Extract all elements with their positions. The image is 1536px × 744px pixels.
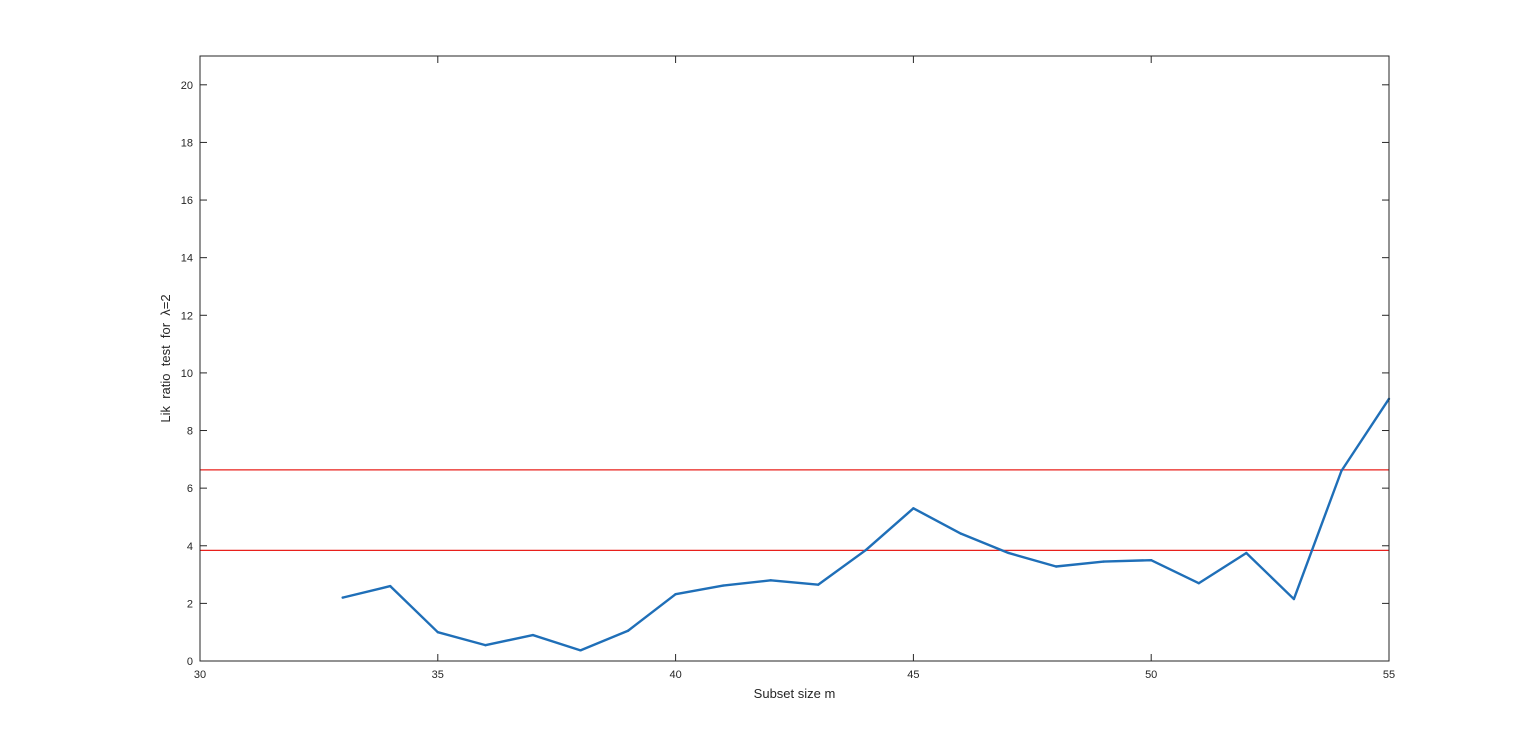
data-point xyxy=(864,548,868,552)
axes-box xyxy=(199,55,1390,662)
data-point xyxy=(389,584,392,588)
data-point xyxy=(436,630,439,634)
data-point xyxy=(484,643,487,647)
data-point xyxy=(1102,560,1105,563)
data-point xyxy=(1150,558,1153,562)
x-tick-label: 55 xyxy=(1383,669,1395,681)
x-tick-label: 50 xyxy=(1145,669,1157,681)
data-point xyxy=(1197,582,1200,585)
data-point xyxy=(959,532,963,535)
data-point xyxy=(1054,565,1058,568)
y-tick-label: 18 xyxy=(181,137,193,149)
data-point xyxy=(674,592,677,596)
data-point xyxy=(626,629,630,632)
series-layer xyxy=(341,397,1391,652)
series-line-0 xyxy=(342,398,1391,652)
y-tick-label: 14 xyxy=(181,253,193,265)
y-tick-label: 6 xyxy=(187,483,193,495)
data-point xyxy=(769,579,772,582)
y-axis-label: Lik ratio test for λ=2 xyxy=(158,294,173,422)
x-axis-label: Subset size m xyxy=(754,686,836,701)
data-point xyxy=(1007,551,1010,555)
data-point xyxy=(1340,469,1343,473)
reference-lines xyxy=(200,469,1389,551)
data-point xyxy=(817,583,820,586)
y-axis: 0 2 4 6 8 10 12 14 16 18 20 xyxy=(181,80,1389,668)
data-point xyxy=(341,596,344,599)
x-tick-label: 35 xyxy=(432,669,444,681)
y-tick-label: 4 xyxy=(187,541,193,553)
y-tick-label: 10 xyxy=(181,368,193,380)
data-point xyxy=(1245,551,1248,555)
x-axis: 30 35 40 45 50 55 xyxy=(194,56,1395,681)
y-tick-label: 20 xyxy=(181,80,193,92)
data-point xyxy=(912,507,915,510)
data-point xyxy=(579,649,582,652)
data-point xyxy=(531,633,535,637)
y-tick-label: 2 xyxy=(187,598,193,610)
x-tick-label: 45 xyxy=(907,669,919,681)
y-tick-label: 8 xyxy=(187,426,193,438)
y-tick-label: 12 xyxy=(181,310,193,322)
x-tick-label: 30 xyxy=(194,669,206,681)
y-tick-label: 0 xyxy=(187,656,193,668)
x-tick-label: 40 xyxy=(669,669,681,681)
y-tick-label: 16 xyxy=(181,195,193,207)
data-point xyxy=(1292,597,1296,601)
data-point xyxy=(721,584,725,587)
